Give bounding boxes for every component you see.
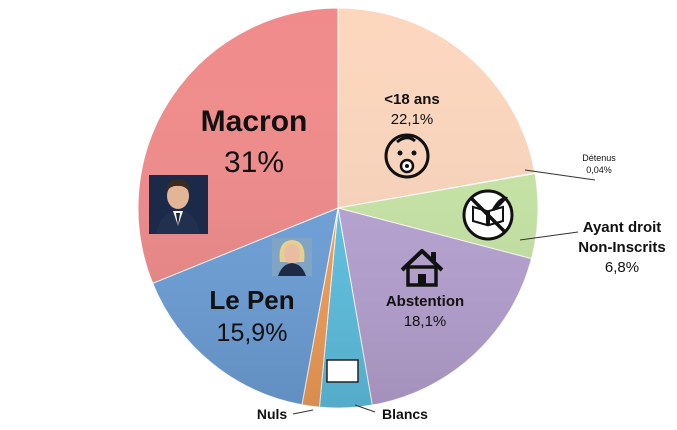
blank-ballot-icon (326, 359, 359, 383)
baby-face-icon (384, 133, 430, 179)
nuls-leader-line (292, 409, 314, 415)
macron-portrait (149, 175, 208, 234)
abstention-slice-label: Abstention (386, 293, 464, 310)
detenus-leader-line (524, 169, 596, 181)
macron-slice-value: 31% (224, 146, 284, 179)
le-pen-portrait (272, 238, 312, 276)
no-book-quill-icon (462, 189, 514, 241)
le-pen-slice-label: Le Pen (209, 285, 294, 315)
blancs-leader-line (354, 404, 376, 413)
macron-slice-label: Macron (201, 105, 308, 138)
minors-slice-label: <18 ans (384, 91, 439, 108)
le-pen-slice-value: 15,9% (217, 319, 288, 347)
nuls-slice-label: Nuls (257, 406, 288, 422)
ayant-droit-label-line2: Non-Inscrits (578, 239, 666, 256)
abstention-slice-value: 18,1% (404, 313, 447, 330)
ayant-droit-leader-line (519, 231, 579, 241)
minors-slice-value: 22,1% (391, 111, 434, 128)
detenus-slice-label: Détenus (582, 153, 616, 163)
house-icon (400, 249, 444, 287)
detenus-slice-value: 0,04% (586, 165, 612, 175)
ayant-droit-label-line1: Ayant droit (583, 219, 662, 236)
blancs-slice-label: Blancs (382, 406, 428, 422)
ayant-droit-slice-value: 6,8% (605, 259, 639, 276)
